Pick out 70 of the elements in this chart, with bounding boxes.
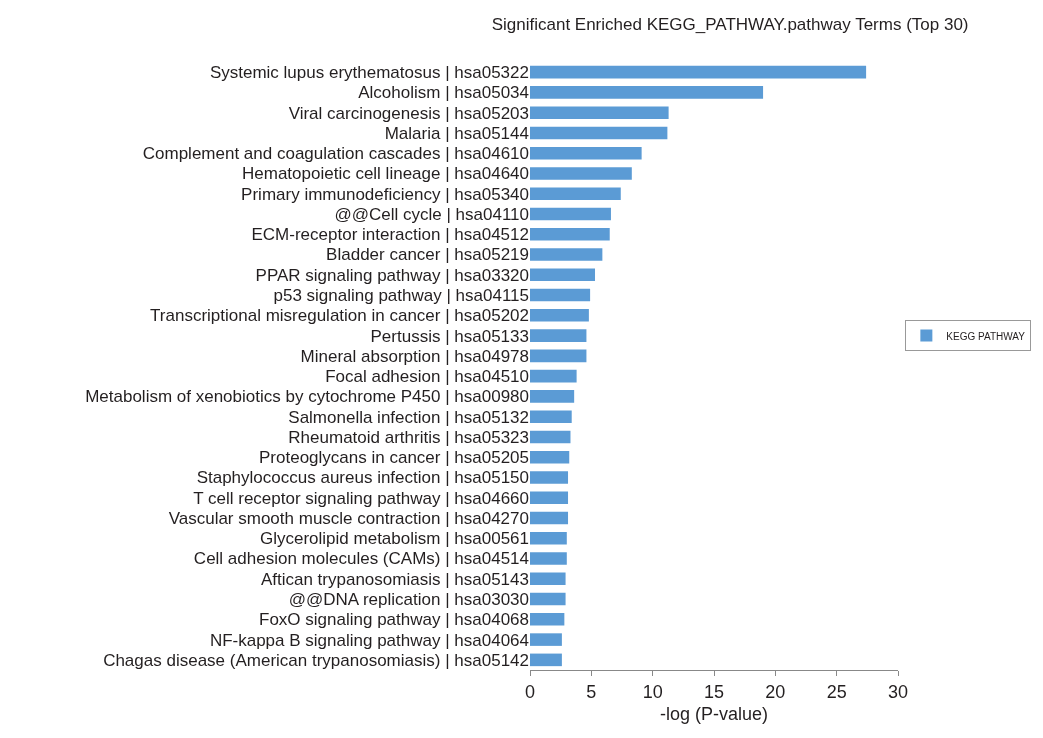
bar — [530, 126, 668, 140]
bar — [530, 65, 867, 79]
y-tick-label: Proteoglycans in cancer | hsa05205 — [259, 448, 529, 468]
bar — [530, 187, 621, 201]
bar — [530, 511, 569, 525]
y-tick-label: Aftican trypanosomiasis | hsa05143 — [260, 569, 529, 589]
bar — [530, 167, 632, 180]
bar — [530, 248, 603, 261]
bar — [530, 430, 571, 444]
bar — [530, 288, 591, 302]
bar — [530, 552, 567, 565]
x-tick-label: 25 — [826, 681, 847, 702]
bar — [530, 410, 572, 423]
y-tick-label: PPAR signaling pathway | hsa03320 — [255, 265, 529, 285]
y-tick-label: Primary immunodeficiency | hsa05340 — [241, 184, 529, 204]
bar — [530, 572, 566, 586]
y-tick-label: FoxO signaling pathway | hsa04068 — [259, 610, 529, 630]
y-tick-label: @@DNA replication | hsa03030 — [288, 590, 529, 610]
bar — [530, 531, 567, 545]
y-tick-label: Glycerolipid metabolism | hsa00561 — [260, 529, 529, 549]
y-tick-label: Pertussis | hsa05133 — [370, 326, 529, 346]
y-tick-label: @@Cell cycle | hsa04110 — [334, 204, 529, 224]
bar — [530, 146, 642, 160]
bar — [530, 491, 569, 505]
y-tick-label: p53 signaling pathway | hsa04115 — [273, 286, 529, 306]
y-tick-label: ECM-receptor interaction | hsa04512 — [251, 225, 529, 245]
bar — [530, 329, 587, 342]
bar — [530, 106, 669, 119]
y-tick-label: Staphylococcus aureus infection | hsa05150 — [196, 468, 529, 488]
x-tick-label: 20 — [765, 681, 786, 702]
bar — [530, 592, 566, 606]
bar — [530, 450, 570, 464]
x-tick-label: 30 — [887, 681, 909, 702]
y-tick-label: Hematopoietic cell lineage | hsa04640 — [242, 164, 529, 184]
bar — [530, 653, 562, 667]
y-tick-label: NF-kappa B signaling pathway | hsa04064 — [209, 630, 529, 650]
x-tick-label: 15 — [703, 681, 725, 702]
y-tick-label: Vascular smooth muscle contraction | hsa04270 — [168, 508, 529, 528]
y-tick-label: Chagas disease (American trypanosomiasis) | hsa05142 — [103, 650, 529, 670]
bar — [530, 471, 569, 484]
x-tick-label: 0 — [524, 681, 536, 702]
bar — [530, 349, 587, 363]
x-axis-title: -log (P-value) — [659, 703, 769, 724]
y-tick-label: Transcriptional misregulation in cancer | hsa05202 — [150, 306, 529, 326]
x-tick-label: 10 — [642, 681, 663, 702]
bar — [530, 633, 562, 646]
y-tick-label: Systemic lupus erythematosus | hsa05322 — [209, 63, 529, 83]
bar — [530, 227, 610, 241]
bar — [530, 309, 589, 322]
y-tick-label: Malaria | hsa05144 — [384, 123, 529, 143]
legend-label: KEGG PATHWAY — [946, 330, 1026, 342]
y-tick-label: T cell receptor signaling pathway | hsa04660 — [193, 488, 529, 508]
y-tick-label: Rheumatoid arthritis | hsa05323 — [288, 427, 529, 447]
y-tick-label: Viral carcinogenesis | hsa05203 — [288, 103, 529, 123]
y-tick-label: Bladder cancer | hsa05219 — [326, 245, 529, 265]
y-tick-label: Cell adhesion molecules (CAMs) | hsa04514 — [193, 549, 529, 569]
y-tick-label: Salmonella infection | hsa05132 — [288, 407, 529, 427]
y-tick-label: Complement and coagulation cascades | hsa04610 — [142, 144, 529, 164]
y-tick-label: Metabolism of xenobiotics by cytochrome P450 | hsa00980 — [85, 387, 529, 407]
chart-title: Significant Enriched KEGG_PATHWAY.pathway Terms (Top 30) — [491, 15, 969, 35]
bar — [530, 390, 575, 403]
bar — [530, 86, 764, 99]
y-tick-label: Mineral absorption | hsa04978 — [300, 346, 529, 366]
bar — [530, 268, 596, 282]
y-tick-label: Focal adhesion | hsa04510 — [325, 367, 529, 387]
bar — [530, 207, 611, 221]
bar — [530, 613, 565, 626]
bar — [530, 369, 577, 383]
x-tick-label: 5 — [586, 681, 597, 702]
y-tick-label: Alcoholism | hsa05034 — [358, 83, 529, 103]
